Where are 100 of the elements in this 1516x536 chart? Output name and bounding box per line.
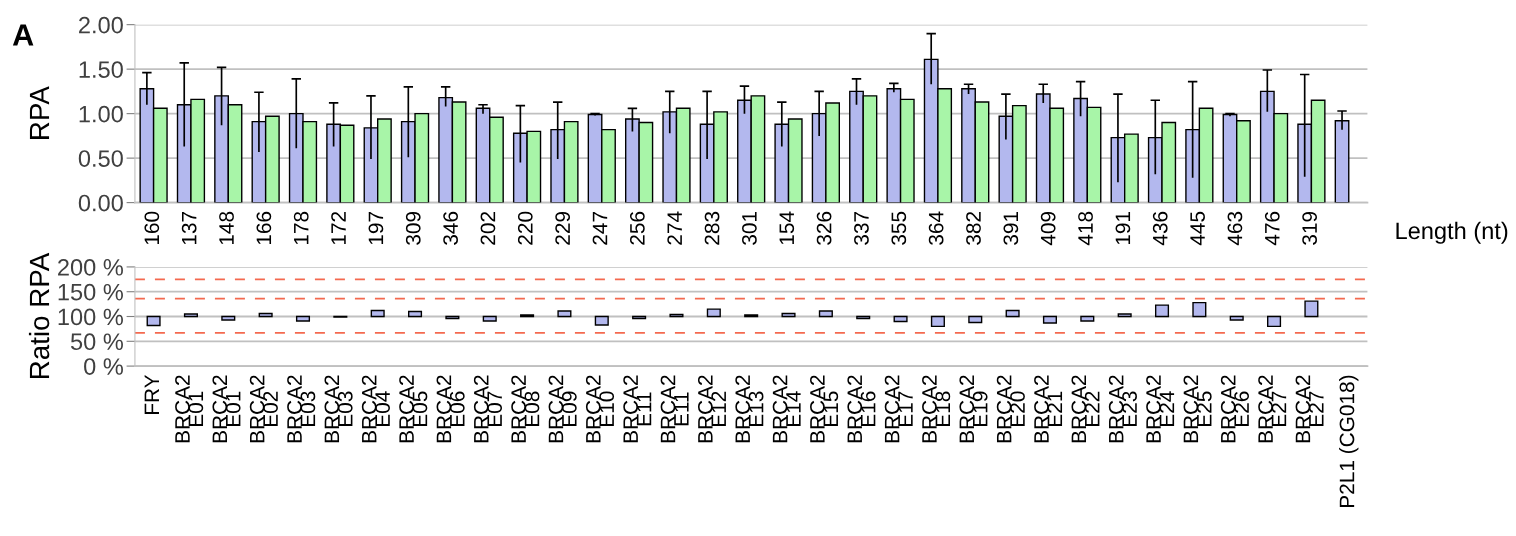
x-tick-label: 445 — [1190, 211, 1205, 246]
x-tick-label: 382 — [966, 211, 981, 245]
y-tick-label: 150 % — [58, 283, 123, 301]
y-tick-label: 200 % — [58, 259, 123, 276]
x-tick-label: BRCA2 E02 — [249, 375, 278, 443]
x-tick-label: BRCA2 E04 — [361, 375, 390, 443]
y-tick-label: 0.50 — [78, 150, 123, 167]
x-tick-label: 160 — [144, 211, 160, 245]
bar — [930, 315, 945, 328]
x-tick-label: BRCA2 E01 — [212, 375, 241, 443]
bar — [594, 315, 609, 326]
x-tick-label: 274 — [667, 211, 682, 245]
y-tick-label: 1.00 — [79, 105, 123, 123]
x-tick-label: 436 — [1152, 211, 1168, 246]
text: A — [12, 24, 34, 46]
x-tick-label: 463 — [1227, 211, 1243, 246]
x-tick-label: BRCA2 E27 — [1295, 375, 1324, 443]
x-tick-label: 476 — [1264, 211, 1280, 246]
x-tick-label: BRCA2 E10 — [585, 375, 615, 443]
x-tick-label: 364 — [928, 211, 944, 245]
x-tick-label: BRCA2 E12 — [697, 375, 726, 443]
x-axis-title: Length (nt) — [1396, 221, 1508, 244]
x-tick-label: 309 — [405, 211, 421, 245]
bar — [893, 315, 908, 323]
x-tick-label: BRCA2 E03 — [287, 375, 316, 443]
y-tick-label: 100 % — [58, 308, 123, 326]
x-tick-label: BRCA2 E08 — [511, 375, 540, 443]
x-tick-label: 191 — [1115, 211, 1131, 245]
bar — [1080, 315, 1095, 322]
bar — [818, 310, 833, 318]
x-tick-label: BRCA2 E03 — [324, 375, 353, 443]
x-tick-label: BRCA2 E11 — [660, 375, 689, 443]
bar — [1042, 315, 1058, 324]
y-tick-label: 2.00 — [79, 16, 123, 34]
bar — [221, 315, 236, 321]
bar — [781, 312, 796, 318]
y-axis-title: RPA — [29, 86, 50, 139]
bar — [706, 308, 721, 318]
x-tick-label: 172 — [331, 211, 346, 245]
bar — [407, 310, 423, 318]
bar — [295, 315, 311, 322]
x-tick-label: BRCA2 E01 — [175, 375, 204, 443]
x-tick-label: P2L1 (CG018) — [1339, 375, 1359, 508]
x-tick-label: 202 — [480, 211, 496, 245]
x-tick-label: 137 — [181, 211, 197, 245]
x-tick-label: BRCA2 E19 — [959, 375, 988, 443]
x-tick-label: BRCA2 E14 — [772, 375, 801, 443]
x-tick-label: BRCA2 E27 — [1258, 375, 1287, 443]
x-tick-label: BRCA2 E15 — [810, 375, 839, 443]
x-tick-label: 418 — [1078, 211, 1093, 246]
x-tick-label: BRCA2 E18 — [922, 375, 951, 443]
x-tick-label: 355 — [891, 211, 907, 245]
x-tick-label: 346 — [443, 211, 458, 245]
x-tick-label: 154 — [779, 211, 795, 245]
x-tick-label: 148 — [219, 211, 234, 245]
x-tick-label: BRCA2 E11 — [623, 375, 652, 443]
x-tick-label: BRCA2 E23 — [1108, 375, 1137, 443]
x-tick-label: 256 — [629, 211, 645, 245]
x-tick-label: BRCA2 E24 — [1146, 375, 1175, 443]
x-tick-label: 220 — [517, 211, 533, 245]
bar — [1192, 301, 1207, 318]
x-tick-label: BRCA2 E06 — [436, 375, 465, 443]
x-tick-label: 301 — [742, 211, 757, 245]
x-tick-label: 178 — [293, 211, 309, 245]
y-tick-label: 0.00 — [78, 194, 123, 212]
x-tick-label: BRCA2 E25 — [1183, 375, 1212, 443]
y-tick-label: 0 % — [84, 358, 123, 375]
x-tick-label: 283 — [704, 211, 720, 245]
y-axis-title: Ratio RPA — [28, 252, 50, 379]
y-tick-label: 50 % — [70, 333, 123, 351]
x-tick-label: BRCA2 E20 — [996, 375, 1025, 443]
bar — [370, 309, 385, 318]
bar — [146, 315, 161, 327]
x-tick-label: BRCA2 E22 — [1071, 375, 1100, 443]
bar — [1267, 315, 1282, 328]
x-tick-label: 229 — [555, 211, 571, 245]
bar — [968, 315, 983, 324]
y-tick-label: 1.50 — [79, 61, 123, 78]
x-tick-label: 166 — [256, 211, 272, 245]
x-tick-label: BRCA2 E17 — [884, 375, 913, 443]
x-tick-label: 197 — [368, 211, 384, 245]
x-tick-label: 247 — [592, 211, 608, 245]
x-tick-label: 326 — [816, 211, 832, 245]
bar — [258, 312, 273, 318]
x-tick-label: BRCA2 E05 — [399, 375, 428, 443]
x-tick-label: BRCA2 E07 — [473, 375, 503, 443]
bar — [1229, 315, 1244, 321]
x-tick-label: BRCA2 E16 — [847, 375, 876, 443]
bar — [1304, 300, 1319, 318]
bar — [482, 315, 497, 322]
x-tick-label: 319 — [1302, 211, 1317, 245]
bar — [557, 310, 572, 318]
x-tick-label: BRCA2 E21 — [1034, 375, 1063, 443]
bar — [1005, 309, 1020, 318]
x-tick-label: BRCA2 E13 — [735, 375, 764, 443]
bar — [1117, 313, 1132, 318]
x-tick-label: 391 — [1003, 211, 1019, 245]
x-tick-label: FRY — [144, 374, 159, 415]
x-tick-label: BRCA2 E09 — [548, 375, 577, 443]
bar — [1154, 304, 1170, 318]
